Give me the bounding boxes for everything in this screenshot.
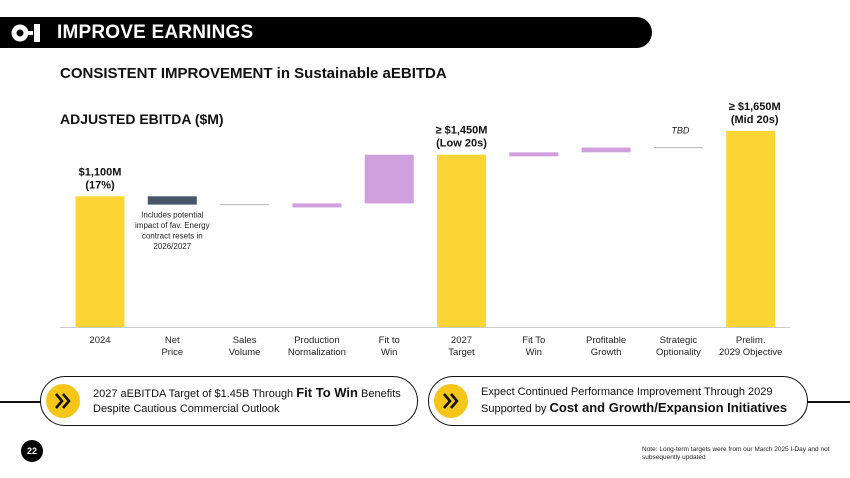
waterfall-chart: 2024 Net Price Sales Volume Production Normali… <box>60 101 790 358</box>
callout-fit-to-win: 2027 aEBITDA Target of $1.45B Through Fi… <box>40 376 418 426</box>
category-label: Sales Volume <box>229 335 261 358</box>
callout-segment: Benefits Despite Cautious Commercial Out… <box>93 388 401 415</box>
divider-left <box>0 401 41 403</box>
waterfall-bar-decrease <box>147 196 197 205</box>
waterfall-bar-total <box>437 154 486 327</box>
subtitle-bold: CONSISTENT IMPROVEMENT <box>60 65 273 82</box>
tbd-annotation: TBD <box>671 126 690 136</box>
callout-emphasis: Fit To Win <box>296 385 358 400</box>
category-label: 2024 <box>89 335 110 346</box>
data-label: ≥ $1,650M (Mid 20s) <box>729 101 781 126</box>
subtitle: CONSISTENT IMPROVEMENT in Sustainable aE… <box>60 65 447 82</box>
chevron-circle <box>434 384 468 418</box>
waterfall-bar-total <box>75 196 125 327</box>
bar-annotation: Includes potential impact of fav. Energy c… <box>135 211 210 252</box>
category-label: 2027 Target <box>448 335 475 358</box>
category-label: Prelim. 2029 Objective <box>719 335 782 358</box>
callout-text: 2027 aEBITDA Target of $1.45B Through Fi… <box>93 385 405 417</box>
category-label: Fit To Win <box>522 335 545 358</box>
callout-segment: Expect Continued Performance Improvement… <box>481 386 773 415</box>
callout-text: Expect Continued Performance Improvement… <box>481 385 795 417</box>
header-banner: IMPROVE EARNINGS <box>0 17 652 48</box>
chevron-circle <box>46 384 80 418</box>
page-title: IMPROVE EARNINGS <box>57 22 254 43</box>
category-label: Net Price <box>161 335 183 358</box>
waterfall-bar-increase <box>581 147 631 153</box>
waterfall-bar-increase <box>509 152 559 157</box>
callout-continued-improvement: Expect Continued Performance Improvement… <box>428 376 808 426</box>
data-label: $1,100M (17%) <box>79 166 122 191</box>
callout-segment: 2027 aEBITDA Target of $1.45B Through <box>93 388 297 400</box>
chart-title: ADJUSTED EBITDA ($M) <box>60 111 224 127</box>
company-logo-icon <box>11 24 40 42</box>
divider-right <box>807 401 850 403</box>
callout-emphasis: Cost and Growth/Expansion Initiatives <box>549 400 788 415</box>
double-chevron-right-icon <box>443 393 459 409</box>
waterfall-bar-total <box>726 130 776 327</box>
waterfall-bar-increase <box>292 203 342 208</box>
waterfall-bar-increase <box>364 154 414 204</box>
category-label: Fit to Win <box>379 335 400 358</box>
data-label: ≥ $1,450M (Low 20s) <box>436 125 488 150</box>
page-number: 22 <box>21 440 43 462</box>
category-label: Profitable Growth <box>586 335 626 358</box>
footnote: Note: Long-term targets were from our Ma… <box>642 446 830 461</box>
subtitle-rest: in Sustainable aEBITDA <box>272 65 447 82</box>
category-label: Strategic Optionality <box>656 335 701 358</box>
double-chevron-right-icon <box>55 393 71 409</box>
category-label: Production Normalization <box>288 335 346 358</box>
